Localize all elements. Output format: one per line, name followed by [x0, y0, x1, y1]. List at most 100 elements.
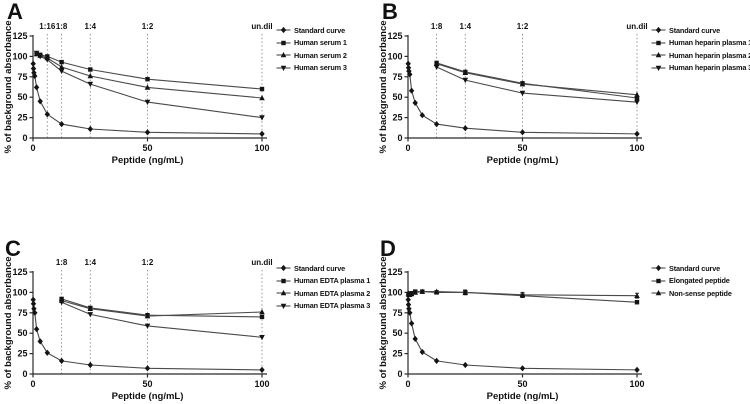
series-human-edta-plasma-3: [58, 299, 265, 341]
dilution-line-un-dil: un.dil: [251, 258, 273, 374]
y-tick-label: 125: [387, 267, 402, 277]
axes: 0 25 50 75 100 125 0 50 100 Peptide (ng/mL) % of b…: [378, 20, 645, 166]
dilution-label: un.dil: [626, 22, 647, 31]
dilution-line-un-dil: un.dil: [251, 22, 273, 138]
series-standard-curve: [405, 296, 640, 373]
x-tick-label: 0: [30, 379, 35, 389]
legend-label: Standard curve: [669, 25, 721, 35]
legend-item-standard-curve: Standard curve: [276, 25, 347, 35]
legend-item-standard-curve: Standard curve: [651, 263, 732, 273]
chart-panel-b: 1:8 1:4 1:2 un.dil 0 25 50 75 100 125 0 50 100 Peptid…: [378, 20, 648, 166]
triangle-down-icon: [276, 65, 291, 71]
triangle-up-icon: [651, 290, 666, 296]
dilution-label: 1:2: [142, 258, 154, 267]
series-standard-curve: [405, 60, 640, 137]
legend-item-non-sense-peptide: Non-sense peptide: [651, 288, 732, 298]
dilution-label: 1:16: [39, 22, 56, 31]
legend-item-standard-curve: Standard curve: [276, 263, 370, 273]
y-tick-label: 75: [392, 308, 402, 318]
dilution-line-1-4: 1:4: [85, 258, 97, 374]
y-tick-label: 75: [392, 72, 402, 82]
legend-panel-b: Standard curve Human heparin plasma 1 Huma…: [651, 25, 750, 73]
dilution-line-1-2: 1:2: [142, 22, 154, 138]
y-tick-label: 75: [17, 72, 27, 82]
dilution-line-un-dil: un.dil: [626, 22, 648, 138]
y-tick-label: 25: [392, 113, 402, 123]
y-tick-label: 0: [397, 133, 402, 143]
legend-item-human-heparin-plasma-3: Human heparin plasma 3: [651, 63, 750, 73]
legend-item-human-heparin-plasma-2: Human heparin plasma 2: [651, 50, 750, 60]
axes: 0 25 50 75 100 125 0 50 100 Peptide (ng/mL) % of b…: [3, 256, 270, 402]
dilution-line-1-2: 1:2: [517, 22, 529, 138]
panel-d: D 0 25 50 75 100 125 0 50 100 Peptide (ng/mL) % of…: [375, 202, 750, 404]
legend-item-human-serum-1: Human serum 1: [276, 38, 347, 48]
square-icon: [276, 278, 291, 283]
y-axis-label: % of background absorbance: [378, 256, 389, 389]
legend-panel-c: Standard curve Human EDTA plasma 1 Human E…: [276, 263, 370, 311]
series-human-serum-2: [33, 51, 265, 101]
y-tick-label: 25: [17, 349, 27, 359]
y-tick-label: 125: [387, 31, 402, 41]
legend-item-human-serum-2: Human serum 2: [276, 50, 347, 60]
legend-label: Human serum 2: [294, 50, 347, 60]
x-tick-label: 100: [629, 379, 644, 389]
dilution-line-1-8: 1:8: [56, 258, 68, 374]
y-tick-label: 75: [17, 308, 27, 318]
legend-label: Human serum 3: [294, 63, 347, 72]
y-tick-label: 50: [392, 92, 402, 102]
triangle-down-icon: [651, 65, 666, 71]
x-tick-label: 50: [142, 379, 152, 389]
x-axis-label: Peptide (ng/mL): [487, 155, 559, 166]
dilution-line-1-16: 1:16: [39, 22, 56, 138]
panel-letter-c: C: [5, 236, 21, 261]
x-tick-label: 50: [517, 379, 527, 389]
legend-label: Standard curve: [294, 263, 346, 273]
triangle-up-icon: [651, 52, 666, 58]
y-tick-label: 100: [12, 51, 27, 61]
x-tick-label: 100: [629, 143, 644, 153]
chart-panel-d: 0 25 50 75 100 125 0 50 100 Peptide (ng/mL) % of b…: [378, 256, 645, 402]
legend-label: Standard curve: [294, 25, 346, 35]
diamond-icon: [276, 26, 291, 34]
triangle-up-icon: [276, 52, 291, 58]
dilution-line-1-2: 1:2: [142, 258, 154, 374]
y-tick-label: 50: [392, 328, 402, 338]
square-icon: [276, 40, 291, 45]
triangle-up-icon: [276, 290, 291, 296]
x-tick-label: 50: [142, 143, 152, 153]
y-tick-label: 0: [22, 133, 27, 143]
panel-letter-a: A: [7, 0, 23, 24]
legend-label: Human heparin plasma 2: [669, 50, 750, 60]
y-tick-label: 100: [12, 287, 27, 297]
x-tick-label: 0: [405, 379, 410, 389]
legend-item-standard-curve: Standard curve: [651, 25, 750, 35]
x-tick-label: 0: [30, 143, 35, 153]
dilution-label: un.dil: [251, 258, 272, 267]
legend-label: Human EDTA plasma 3: [294, 301, 371, 310]
y-tick-label: 25: [392, 349, 402, 359]
dilution-label: 1:2: [142, 22, 154, 31]
y-axis-label: % of background absorbance: [3, 20, 14, 153]
y-tick-label: 50: [17, 92, 27, 102]
panel-a: A 1:16 1:8 1:4 1:2 un.dil 0 25 50 75 100 125 0 50 100…: [0, 0, 375, 202]
x-axis-label: Peptide (ng/mL): [487, 391, 559, 402]
chart-panel-c: 1:8 1:4 1:2 un.dil 0 25 50 75 100 125 0 50 100 Peptid…: [3, 256, 273, 402]
triangle-down-icon: [276, 303, 291, 309]
y-tick-label: 0: [22, 369, 27, 379]
legend-item-human-serum-3: Human serum 3: [276, 63, 347, 73]
y-tick-label: 0: [397, 369, 402, 379]
dilution-label: 1:8: [56, 22, 68, 31]
y-tick-label: 100: [387, 51, 402, 61]
legend-item-human-edta-plasma-1: Human EDTA plasma 1: [276, 276, 370, 286]
dilution-label: 1:8: [56, 258, 68, 267]
x-axis-label: Peptide (ng/mL): [112, 391, 184, 402]
legend-panel-d: Standard curve Elongated peptide Non-sense…: [651, 263, 732, 298]
axes: 0 25 50 75 100 125 0 50 100 Peptide (ng/mL) % of b…: [378, 256, 645, 402]
dilution-label: 1:8: [431, 22, 443, 31]
legend-label: Human heparin plasma 1: [669, 38, 750, 47]
panel-b: B 1:8 1:4 1:2 un.dil 0 25 50 75 100 125 0 50 100 Pept…: [375, 0, 750, 202]
legend-panel-a: Standard curve Human serum 1 Human serum 2…: [276, 25, 347, 73]
square-icon: [651, 278, 666, 283]
legend-label: Non-sense peptide: [669, 288, 732, 298]
chart-panel-a: 1:16 1:8 1:4 1:2 un.dil 0 25 50 75 100 125 0 50 100 Pe…: [3, 20, 273, 166]
